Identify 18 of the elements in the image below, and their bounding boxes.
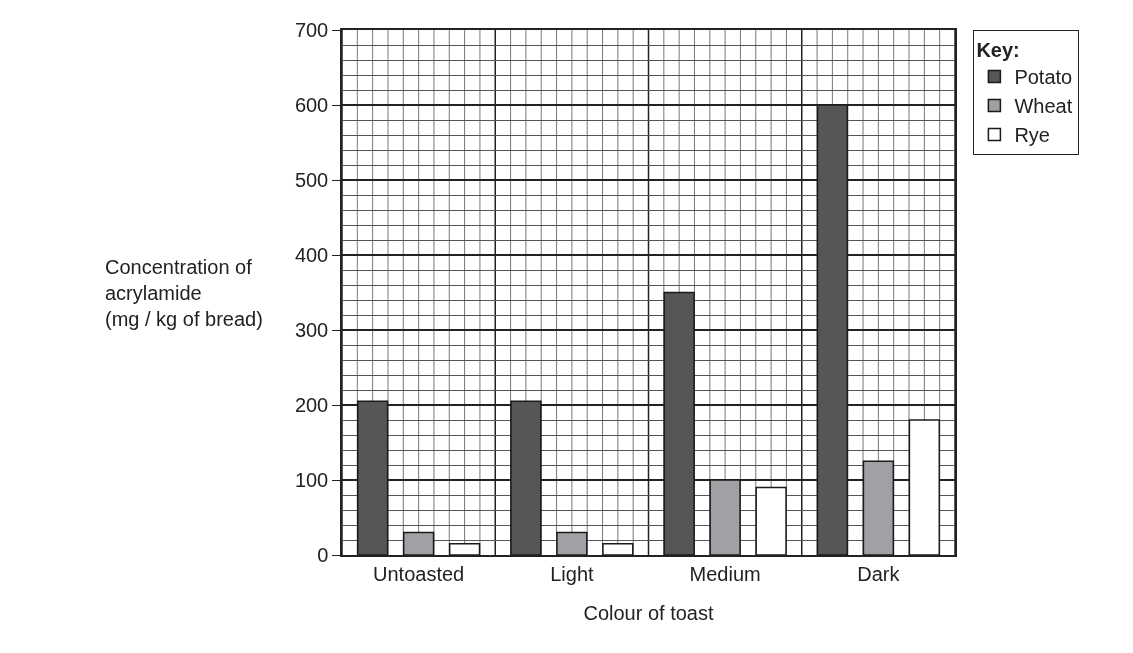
legend-title: Key: (976, 39, 1020, 61)
y-tick-label: 300 (294, 319, 329, 341)
y-tick-label: 200 (294, 394, 329, 416)
x-axis-title: Colour of toast (583, 601, 714, 624)
x-tick-label: Untoasted (373, 562, 465, 585)
legend-label: Potato (1014, 66, 1073, 89)
y-tick-label: 500 (294, 169, 329, 191)
y-tick-label: 400 (294, 244, 329, 266)
x-tick-label: Dark (857, 562, 901, 585)
y-tick-label: 700 (294, 19, 329, 41)
y-axis-title: Concentration of acrylamide (mg / kg of bread) (105, 256, 263, 330)
x-tick-label: Medium (689, 562, 761, 585)
y-tick-label: 600 (294, 94, 329, 116)
y-tick-label: 0 (317, 544, 329, 566)
x-tick-label: Light (550, 562, 595, 585)
legend-label: Rye (1014, 124, 1050, 147)
y-tick-label: 100 (294, 469, 329, 491)
legend-label: Wheat (1014, 95, 1073, 118)
